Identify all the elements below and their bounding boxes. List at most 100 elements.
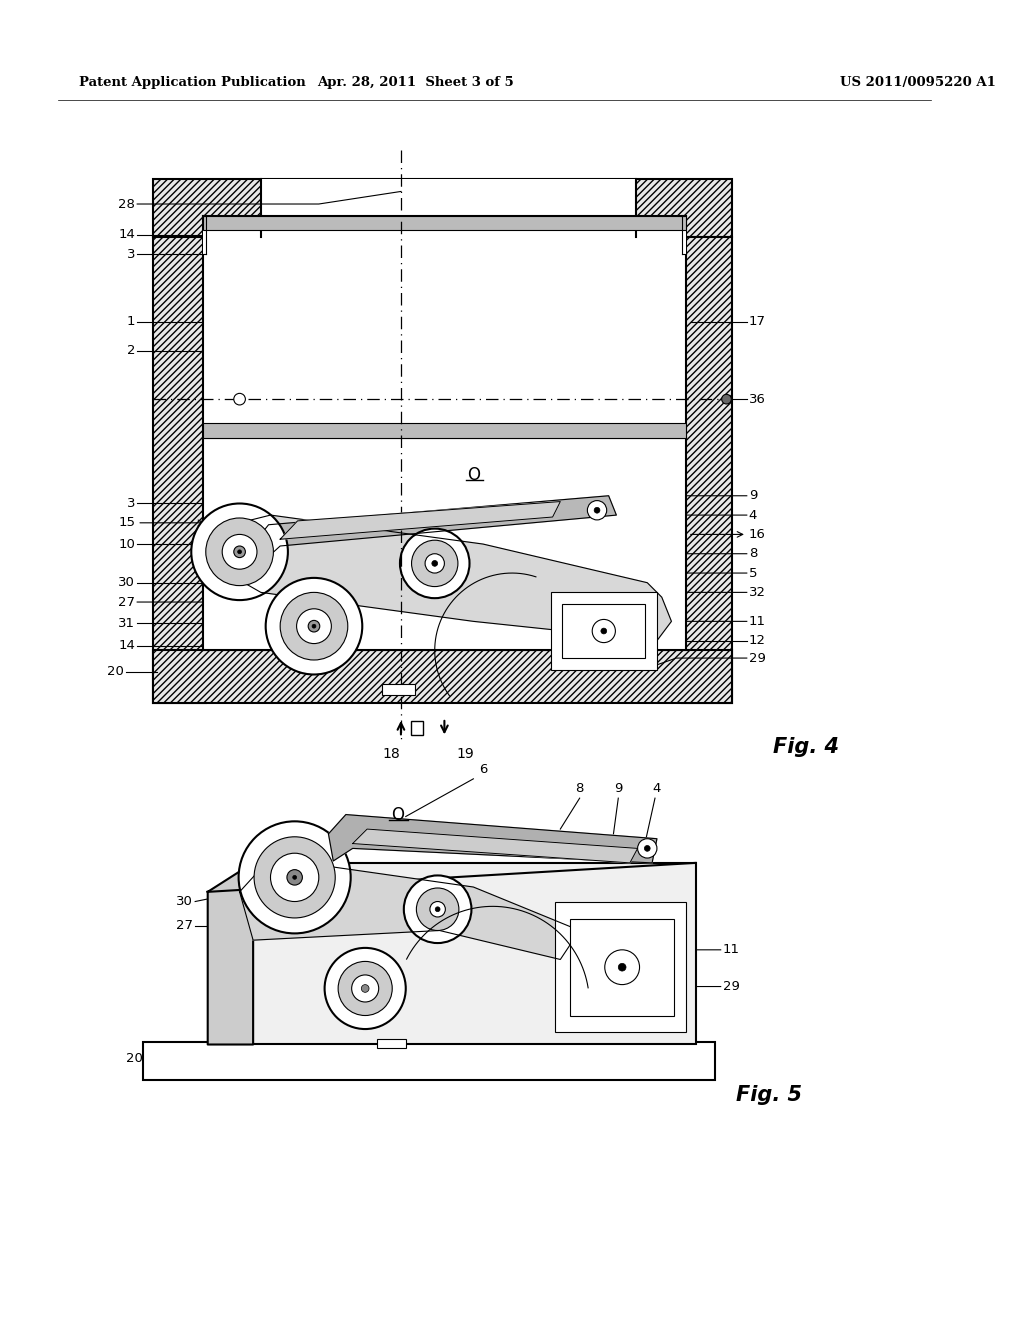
Text: 17: 17: [749, 315, 766, 329]
Bar: [153, 180, 732, 236]
Circle shape: [592, 619, 615, 643]
Bar: [203, 424, 686, 438]
Text: 29: 29: [749, 652, 766, 664]
Text: 20: 20: [106, 665, 124, 678]
Circle shape: [265, 578, 362, 675]
Text: 3: 3: [127, 498, 135, 510]
Circle shape: [400, 528, 470, 598]
Text: 6: 6: [479, 763, 487, 776]
Circle shape: [425, 553, 444, 573]
Text: 14: 14: [119, 639, 135, 652]
Text: 9: 9: [614, 783, 623, 795]
Circle shape: [312, 624, 316, 628]
Circle shape: [233, 393, 246, 405]
Text: 14: 14: [119, 228, 135, 242]
Circle shape: [588, 500, 606, 520]
Bar: [261, 180, 636, 236]
Text: US 2011/0095220 A1: US 2011/0095220 A1: [841, 75, 996, 88]
Bar: [253, 863, 695, 1044]
Circle shape: [435, 907, 440, 912]
Text: 15: 15: [118, 516, 135, 529]
Text: 27: 27: [118, 595, 135, 609]
Text: 36: 36: [749, 392, 766, 405]
Bar: [203, 215, 686, 230]
Text: 32: 32: [749, 586, 766, 599]
Circle shape: [417, 888, 459, 931]
Circle shape: [618, 964, 626, 972]
Text: Apr. 28, 2011  Sheet 3 of 5: Apr. 28, 2011 Sheet 3 of 5: [317, 75, 514, 88]
Text: 27: 27: [176, 919, 194, 932]
Text: 11: 11: [749, 615, 766, 628]
Bar: [551, 593, 657, 669]
Circle shape: [297, 609, 332, 644]
Polygon shape: [240, 858, 580, 960]
Circle shape: [254, 837, 335, 917]
Text: 8: 8: [575, 783, 584, 795]
Text: 1: 1: [127, 315, 135, 329]
Text: 29: 29: [723, 979, 739, 993]
Text: 18: 18: [382, 747, 400, 760]
Circle shape: [361, 985, 369, 993]
Circle shape: [206, 517, 273, 586]
Polygon shape: [214, 515, 672, 640]
Circle shape: [644, 846, 650, 851]
Circle shape: [287, 870, 302, 886]
Circle shape: [351, 975, 379, 1002]
Text: 9: 9: [749, 490, 757, 503]
Polygon shape: [329, 814, 657, 863]
Text: 12: 12: [749, 634, 766, 647]
Text: 30: 30: [119, 577, 135, 589]
Text: 3: 3: [127, 248, 135, 261]
Bar: [377, 1039, 406, 1048]
Text: 19: 19: [456, 747, 474, 760]
Circle shape: [338, 961, 392, 1015]
Circle shape: [281, 593, 348, 660]
Bar: [570, 919, 675, 1015]
Bar: [382, 684, 416, 694]
Circle shape: [325, 948, 406, 1030]
Text: 16: 16: [749, 528, 766, 541]
Circle shape: [270, 853, 318, 902]
Text: 31: 31: [118, 616, 135, 630]
Bar: [411, 721, 423, 735]
Circle shape: [432, 561, 437, 566]
Circle shape: [238, 550, 242, 553]
Text: 30: 30: [176, 895, 194, 908]
Text: 4: 4: [749, 508, 757, 521]
Bar: [682, 215, 686, 255]
Text: O: O: [391, 805, 404, 824]
Circle shape: [403, 875, 471, 942]
Text: Patent Application Publication: Patent Application Publication: [79, 75, 306, 88]
Text: 5: 5: [749, 566, 757, 579]
Bar: [153, 236, 206, 704]
Text: 28: 28: [119, 198, 135, 210]
Bar: [143, 1041, 715, 1080]
Bar: [203, 438, 686, 651]
Circle shape: [293, 875, 297, 879]
Text: Fig. 4: Fig. 4: [773, 738, 839, 758]
Circle shape: [605, 950, 640, 985]
Circle shape: [430, 902, 445, 917]
Circle shape: [412, 540, 458, 586]
Circle shape: [594, 507, 600, 513]
Bar: [203, 215, 206, 255]
Text: 20: 20: [126, 1052, 143, 1064]
Text: 8: 8: [749, 548, 757, 560]
Text: 10: 10: [119, 537, 135, 550]
Circle shape: [239, 821, 350, 933]
Circle shape: [638, 838, 657, 858]
Bar: [562, 605, 645, 659]
Text: 11: 11: [723, 944, 739, 956]
Polygon shape: [352, 829, 638, 863]
Bar: [682, 236, 732, 704]
Circle shape: [308, 620, 319, 632]
Circle shape: [222, 535, 257, 569]
Text: 2: 2: [127, 345, 135, 358]
Text: Fig. 5: Fig. 5: [736, 1085, 802, 1105]
Text: O: O: [467, 466, 480, 483]
Bar: [555, 902, 686, 1032]
Polygon shape: [281, 502, 560, 540]
Circle shape: [233, 546, 246, 557]
Circle shape: [601, 628, 606, 634]
Circle shape: [722, 395, 731, 404]
